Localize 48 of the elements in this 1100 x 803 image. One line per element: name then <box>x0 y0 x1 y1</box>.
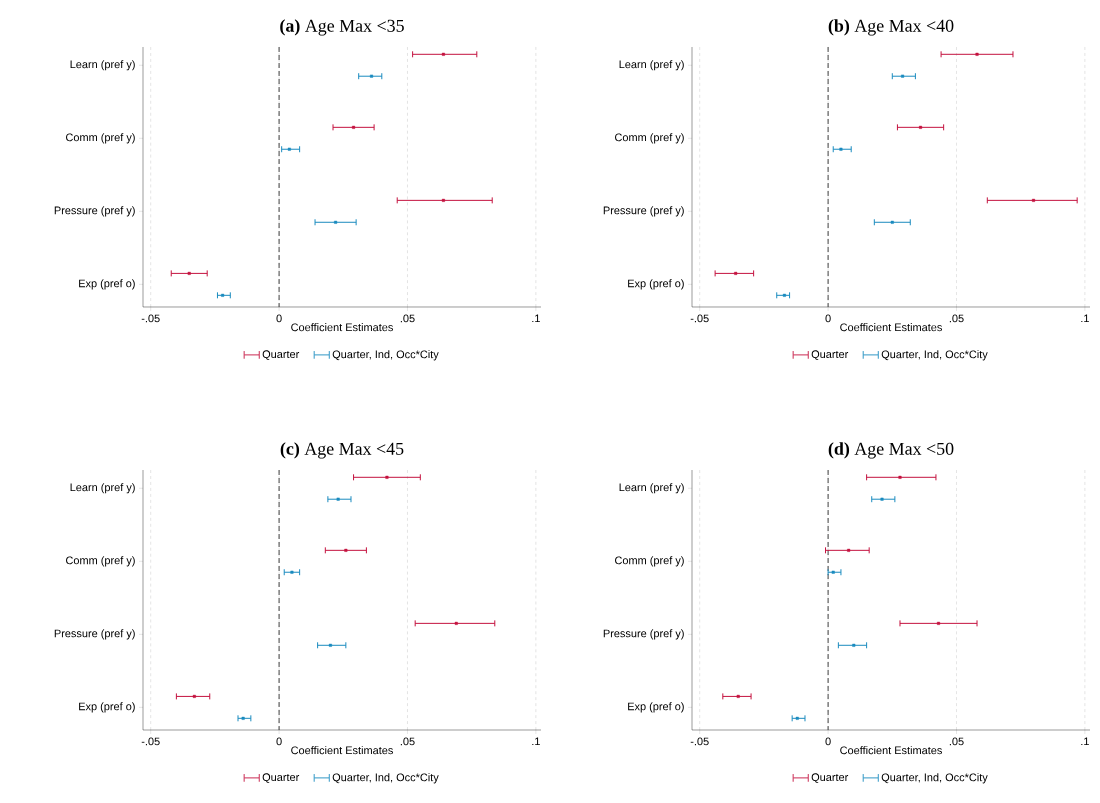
y-tick-label: Learn (pref y) <box>70 483 135 494</box>
legend-label: Quarter <box>811 773 849 784</box>
y-tick-label: Exp (pref o) <box>628 702 684 713</box>
chart-title: (a) Age Max <35 <box>280 19 404 36</box>
x-tick-label: 0 <box>276 314 282 323</box>
x-tick-label: -.05 <box>690 737 709 746</box>
y-tick-label: Learn (pref y) <box>70 60 135 71</box>
x-tick-label: .1 <box>1081 737 1089 746</box>
x-tick-label: -.05 <box>690 314 709 323</box>
y-tick-label: Exp (pref o) <box>79 702 135 713</box>
x-axis-title: Coefficient Estimates <box>840 746 942 755</box>
legend-label: Quarter <box>262 773 300 784</box>
legend-label: Quarter <box>262 350 300 361</box>
x-tick-label: .05 <box>949 314 964 323</box>
y-tick-label: Comm (pref y) <box>66 133 135 144</box>
x-tick-label: -.05 <box>141 737 160 746</box>
chart-title: (c) Age Max <45 <box>280 442 404 459</box>
x-axis-title: Coefficient Estimates <box>291 323 393 332</box>
x-axis-title: Coefficient Estimates <box>291 746 393 755</box>
legend-label: Quarter, Ind, Occ*City <box>332 350 439 361</box>
y-tick-label: Learn (pref y) <box>619 483 684 494</box>
y-tick-label: Pressure (pref y) <box>54 629 135 640</box>
x-tick-label: -.05 <box>141 314 160 323</box>
legend-label: Quarter, Ind, Occ*City <box>881 350 988 361</box>
chart-title: (d) Age Max <50 <box>828 442 954 459</box>
x-tick-label: .1 <box>532 314 540 323</box>
legend-label: Quarter, Ind, Occ*City <box>332 773 439 784</box>
legend-label: Quarter, Ind, Occ*City <box>881 773 988 784</box>
y-tick-label: Exp (pref o) <box>79 279 135 290</box>
y-tick-label: Exp (pref o) <box>628 279 684 290</box>
x-tick-label: .1 <box>532 737 540 746</box>
y-tick-label: Pressure (pref y) <box>54 206 135 217</box>
y-tick-label: Comm (pref y) <box>66 556 135 567</box>
y-tick-label: Comm (pref y) <box>615 556 684 567</box>
x-tick-label: .05 <box>949 737 964 746</box>
x-tick-label: .1 <box>1081 314 1089 323</box>
x-tick-label: .05 <box>400 737 415 746</box>
y-tick-label: Pressure (pref y) <box>603 629 684 640</box>
chart-title: (b) Age Max <40 <box>828 19 954 36</box>
y-tick-label: Pressure (pref y) <box>603 206 684 217</box>
x-tick-label: .05 <box>400 314 415 323</box>
y-tick-label: Comm (pref y) <box>615 133 684 144</box>
y-tick-label: Learn (pref y) <box>619 60 684 71</box>
x-tick-label: 0 <box>825 737 831 746</box>
legend-label: Quarter <box>811 350 849 361</box>
x-tick-label: 0 <box>276 737 282 746</box>
x-axis-title: Coefficient Estimates <box>840 323 942 332</box>
x-tick-label: 0 <box>825 314 831 323</box>
